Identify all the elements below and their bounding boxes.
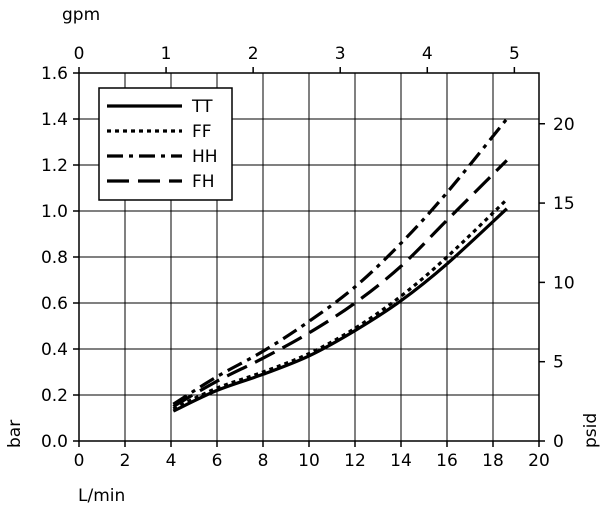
legend-label-hh: HH [192, 147, 218, 167]
x2-tick-label: 2 [248, 44, 259, 64]
x2-tick-label: 1 [161, 44, 172, 64]
x-tick-label: 4 [166, 451, 177, 471]
x-tick-label: 2 [120, 451, 131, 471]
x-tick-label: 14 [390, 451, 412, 471]
legend-label-tt: TT [191, 97, 213, 117]
y-tick-label: 1.4 [41, 110, 68, 130]
x-tick-label: 20 [528, 451, 550, 471]
x2-axis-title: gpm [62, 5, 100, 25]
x-tick-label: 0 [74, 451, 85, 471]
legend-label-fh: FH [192, 172, 215, 192]
x2-tick-label: 5 [509, 44, 520, 64]
x2-tick-label: 3 [335, 44, 346, 64]
y-tick-label: 1.0 [41, 202, 68, 222]
y2-tick-label: 0 [553, 432, 564, 452]
y2-tick-label: 15 [553, 194, 575, 214]
y-tick-label: 0.8 [41, 248, 68, 268]
x-tick-label: 10 [298, 451, 320, 471]
legend-label-ff: FF [192, 122, 212, 142]
series-group [172, 117, 509, 413]
legend: TT FF HH FH [98, 87, 233, 201]
y-tick-label: 0.4 [41, 340, 68, 360]
x2-tick-label: 0 [74, 44, 85, 64]
y-tick-label: 1.2 [41, 156, 68, 176]
series-line-ff [172, 198, 508, 411]
y2-tick-label: 5 [553, 353, 564, 373]
series-line-tt [172, 207, 508, 413]
y2-tick-label: 20 [553, 115, 575, 135]
y-axis-title: bar [5, 420, 25, 448]
y2-tick-label: 10 [553, 273, 575, 293]
grid [79, 73, 539, 441]
series-line-fh [172, 159, 508, 408]
x-tick-label: 6 [212, 451, 223, 471]
y-tick-label: 0.0 [41, 432, 68, 452]
x-tick-label: 18 [482, 451, 504, 471]
y2-axis-title: psid [581, 413, 600, 448]
x-tick-label: 8 [258, 451, 269, 471]
y-tick-label: 1.6 [41, 64, 68, 84]
x-axis-title: L/min [78, 486, 125, 506]
x-tick-label: 12 [344, 451, 366, 471]
x-tick-label: 16 [436, 451, 458, 471]
x2-tick-label: 4 [422, 44, 433, 64]
y-tick-label: 0.6 [41, 294, 68, 314]
series-line-hh [172, 117, 509, 406]
tick-labels: 0 2 4 6 8 10 12 14 16 18 200.00.20.40.60.81.01.21.… [41, 44, 575, 471]
y-tick-label: 0.2 [41, 386, 68, 406]
